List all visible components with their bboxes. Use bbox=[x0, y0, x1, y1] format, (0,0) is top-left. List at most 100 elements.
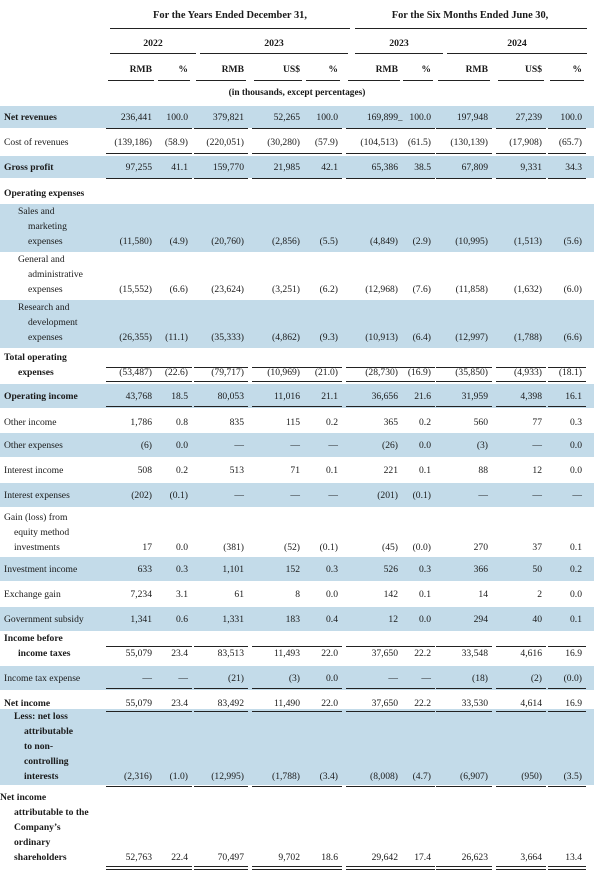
total-double-rule bbox=[252, 866, 304, 870]
subtotal-rule bbox=[496, 367, 546, 368]
value-cell: 0.2 bbox=[176, 464, 188, 476]
subtotal-rule bbox=[252, 128, 304, 129]
unit-heading: % bbox=[178, 64, 188, 75]
table-row: Income tax expense — — (21) (3) 0.0 — — (18) (2) (… bbox=[0, 666, 594, 690]
value-cell: (65.7) bbox=[558, 136, 582, 148]
subtotal-rule bbox=[156, 178, 192, 179]
row-highlight bbox=[0, 106, 594, 128]
value-cell: 13.4 bbox=[565, 852, 582, 863]
value-cell: 1,341 bbox=[130, 613, 152, 625]
value-cell: (6) bbox=[140, 439, 152, 451]
subtotal-rule bbox=[496, 711, 546, 712]
value-cell: (22.6) bbox=[164, 367, 188, 378]
subtotal-rule bbox=[346, 381, 402, 382]
value-cell: 21.6 bbox=[414, 390, 431, 402]
row-label: Operating income bbox=[4, 389, 78, 404]
value-cell: 16.9 bbox=[565, 697, 582, 709]
row-label: Exchange gain bbox=[4, 587, 61, 602]
row-label-line: Other income bbox=[4, 416, 57, 428]
value-cell: (0.1) bbox=[319, 542, 338, 553]
value-cell: 11,490 bbox=[273, 697, 300, 709]
row-label-line: Income before bbox=[4, 633, 63, 644]
value-cell: (6.0) bbox=[563, 284, 582, 295]
value-cell: 3.1 bbox=[176, 588, 188, 600]
total-double-rule bbox=[346, 866, 402, 870]
value-cell: (4.7) bbox=[412, 771, 431, 782]
value-cell: (28,730) bbox=[365, 367, 398, 378]
subtotal-rule bbox=[194, 178, 248, 179]
value-cell: 26,623 bbox=[461, 852, 488, 863]
unit-heading: RMB bbox=[465, 64, 488, 75]
value-cell: — bbox=[234, 439, 244, 451]
row-label-line: Gross profit bbox=[4, 161, 54, 173]
value-cell: (18) bbox=[472, 672, 488, 684]
value-cell: 4,614 bbox=[520, 697, 542, 709]
value-cell: 83,492 bbox=[217, 697, 244, 709]
subtotal-rule bbox=[401, 711, 435, 712]
subtotal-rule bbox=[548, 711, 586, 712]
value-cell: (17,908) bbox=[509, 136, 542, 148]
row-label: Other income bbox=[4, 415, 56, 430]
row-highlight bbox=[0, 204, 594, 252]
subtotal-rule bbox=[436, 153, 492, 154]
value-cell: 7,234 bbox=[130, 588, 152, 600]
subtotal-rule bbox=[346, 178, 402, 179]
subtotal-rule bbox=[252, 688, 304, 689]
subtotal-rule bbox=[304, 153, 342, 154]
value-cell: (5.5) bbox=[319, 236, 338, 247]
value-cell: — bbox=[532, 489, 542, 501]
subtotal-rule bbox=[401, 688, 435, 689]
table-row: Net revenues 236,441 100.0 379,821 52,265 100… bbox=[0, 106, 594, 128]
annual-period-heading: For the Years Ended December 31, bbox=[153, 10, 307, 21]
value-cell: 169,899 bbox=[366, 111, 398, 123]
unit-heading: US$ bbox=[282, 64, 300, 75]
value-cell: 97,255 bbox=[125, 161, 152, 173]
value-cell: (0.0) bbox=[563, 672, 582, 684]
row-label-line: interests bbox=[24, 771, 59, 782]
value-cell: (4,849) bbox=[370, 236, 398, 247]
subtotal-rule bbox=[401, 786, 435, 787]
value-cell: 0.1 bbox=[326, 464, 338, 476]
value-cell: 2 bbox=[537, 588, 542, 600]
row-label-line: marketing bbox=[28, 221, 67, 232]
value-cell: 366 bbox=[473, 563, 488, 575]
row-label-line: Government subsidy bbox=[4, 613, 84, 625]
header-rule bbox=[355, 28, 587, 29]
subtotal-rule bbox=[346, 128, 402, 129]
value-cell: 0.3 bbox=[326, 563, 338, 575]
subtotal-rule bbox=[496, 406, 546, 407]
value-cell: — bbox=[178, 672, 188, 684]
year-2023-heading: 2023 bbox=[264, 38, 284, 49]
unit-heading: RMB bbox=[221, 64, 244, 75]
total-double-rule bbox=[548, 866, 586, 870]
value-cell: (53,487) bbox=[119, 367, 152, 378]
value-cell: (21.0) bbox=[314, 367, 338, 378]
unit-rule bbox=[438, 80, 490, 81]
subtotal-rule bbox=[106, 786, 156, 787]
value-cell: 31,959 bbox=[461, 390, 488, 402]
subtotal-rule bbox=[194, 786, 248, 787]
value-cell: 70,497 bbox=[217, 852, 244, 863]
subtotal-rule bbox=[436, 711, 492, 712]
row-label-line: Investment income bbox=[4, 563, 78, 575]
value-cell: 0.6 bbox=[176, 613, 188, 625]
value-cell: 21,985 bbox=[273, 161, 300, 173]
row-label-line: development bbox=[28, 317, 78, 328]
value-cell: (3) bbox=[288, 672, 300, 684]
unit-heading: RMB bbox=[129, 64, 152, 75]
value-cell: 88 bbox=[478, 464, 488, 476]
row-label-line: shareholders bbox=[14, 852, 67, 863]
unit-rule bbox=[254, 80, 302, 81]
row-label-line: investments bbox=[14, 542, 60, 553]
subtotal-rule bbox=[252, 646, 304, 647]
subtotal-rule bbox=[304, 646, 342, 647]
subtotal-rule bbox=[304, 688, 342, 689]
subtotal-rule bbox=[304, 381, 342, 382]
value-cell: 270 bbox=[473, 542, 488, 553]
row-label: Cost of revenues bbox=[4, 135, 68, 150]
subtotal-rule bbox=[106, 178, 156, 179]
value-cell: 0.1 bbox=[570, 542, 582, 553]
subtotal-rule bbox=[401, 153, 435, 154]
value-cell: 100.0 bbox=[560, 111, 582, 123]
value-cell: 21.1 bbox=[321, 390, 338, 402]
